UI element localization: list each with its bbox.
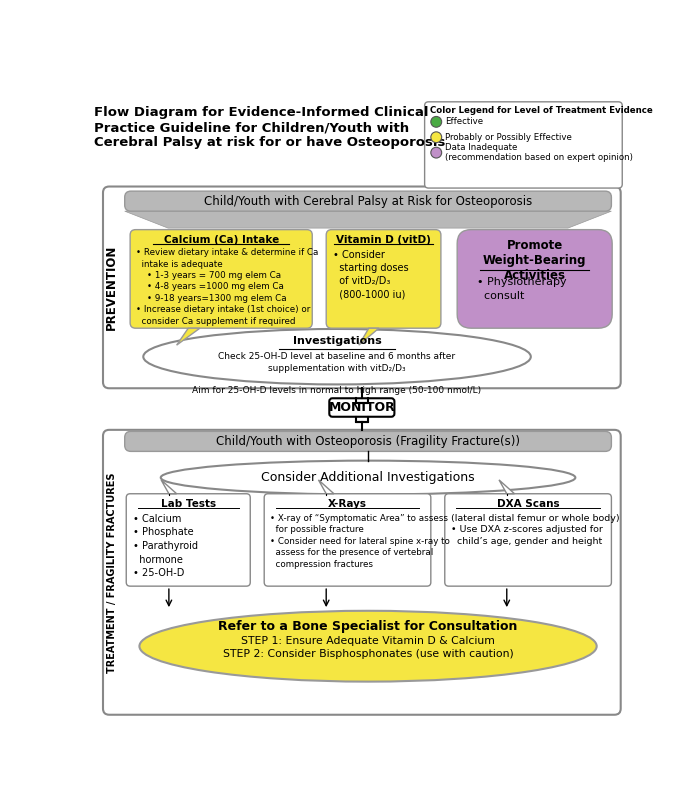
Ellipse shape — [144, 329, 531, 385]
FancyBboxPatch shape — [264, 494, 430, 586]
Circle shape — [430, 132, 442, 143]
Polygon shape — [161, 480, 176, 494]
FancyBboxPatch shape — [444, 494, 611, 586]
FancyBboxPatch shape — [103, 430, 621, 714]
Text: Investigations: Investigations — [293, 336, 382, 347]
FancyBboxPatch shape — [126, 494, 251, 586]
Text: Check 25-OH-D level at baseline and 6 months after
supplementation with vitD₂/D₃: Check 25-OH-D level at baseline and 6 mo… — [193, 352, 482, 395]
FancyBboxPatch shape — [103, 186, 621, 388]
Polygon shape — [358, 328, 379, 345]
Text: Promote
Weight-Bearing
Activities: Promote Weight-Bearing Activities — [483, 239, 587, 282]
Polygon shape — [125, 211, 611, 228]
Text: Lab Tests: Lab Tests — [161, 499, 216, 509]
Text: • Calcium
• Phosphate
• Parathyroid
  hormone
• 25-OH-D: • Calcium • Phosphate • Parathyroid horm… — [133, 514, 198, 578]
Polygon shape — [499, 480, 514, 494]
FancyBboxPatch shape — [125, 191, 611, 211]
Text: Child/Youth with Cerebral Palsy at Risk for Osteoporosis: Child/Youth with Cerebral Palsy at Risk … — [204, 194, 532, 207]
Text: • Consider
  starting doses
  of vitD₂/D₃
  (800-1000 iu): • Consider starting doses of vitD₂/D₃ (8… — [333, 249, 409, 299]
Text: TREATMENT / FRAGILITY FRACTURES: TREATMENT / FRAGILITY FRACTURES — [106, 472, 116, 672]
Text: Child/Youth with Osteoporosis (Fragility Fracture(s)): Child/Youth with Osteoporosis (Fragility… — [216, 435, 520, 448]
Text: Vitamin D (vitD): Vitamin D (vitD) — [336, 235, 431, 245]
FancyBboxPatch shape — [425, 102, 622, 188]
FancyBboxPatch shape — [130, 230, 312, 328]
Text: Flow Diagram for Evidence-Informed Clinical
Practice Guideline for Children/Yout: Flow Diagram for Evidence-Informed Clini… — [94, 106, 445, 149]
Polygon shape — [318, 480, 334, 494]
Text: • Physiotherapy
  consult: • Physiotherapy consult — [477, 277, 566, 301]
Text: STEP 2: Consider Bisphosphonates (use with caution): STEP 2: Consider Bisphosphonates (use wi… — [223, 649, 513, 659]
FancyBboxPatch shape — [457, 230, 612, 328]
Text: Consider Additional Investigations: Consider Additional Investigations — [261, 471, 475, 484]
Circle shape — [430, 147, 442, 158]
Ellipse shape — [139, 611, 596, 682]
Text: Calcium (Ca) Intake: Calcium (Ca) Intake — [164, 235, 279, 245]
Text: PREVENTION: PREVENTION — [105, 245, 118, 330]
FancyBboxPatch shape — [329, 399, 394, 417]
Text: X-Rays: X-Rays — [328, 499, 367, 509]
Text: Effective: Effective — [444, 117, 483, 126]
Text: Refer to a Bone Specialist for Consultation: Refer to a Bone Specialist for Consultat… — [218, 620, 518, 633]
FancyBboxPatch shape — [125, 432, 611, 451]
Ellipse shape — [161, 461, 575, 495]
Text: STEP 1: Ensure Adequate Vitamin D & Calcium: STEP 1: Ensure Adequate Vitamin D & Calc… — [241, 636, 495, 646]
Text: Probably or Possibly Effective: Probably or Possibly Effective — [444, 133, 572, 142]
FancyBboxPatch shape — [326, 230, 441, 328]
Text: (lateral distal femur or whole body)
• Use DXA z-scores adjusted for
  child’s a: (lateral distal femur or whole body) • U… — [451, 514, 620, 546]
Text: DXA Scans: DXA Scans — [497, 499, 559, 509]
Text: MONITOR: MONITOR — [328, 401, 395, 414]
Text: • X-ray of “Symptomatic Area” to assess
  for possible fracture
• Consider need : • X-ray of “Symptomatic Area” to assess … — [270, 514, 450, 569]
Polygon shape — [176, 328, 200, 345]
Text: Data Inadequate
(recommendation based on expert opinion): Data Inadequate (recommendation based on… — [444, 143, 633, 162]
Text: • Review dietary intake & determine if Ca
  intake is adequate
    • 1-3 years =: • Review dietary intake & determine if C… — [136, 248, 318, 326]
Circle shape — [430, 117, 442, 127]
Text: Color Legend for Level of Treatment Evidence: Color Legend for Level of Treatment Evid… — [430, 106, 653, 116]
